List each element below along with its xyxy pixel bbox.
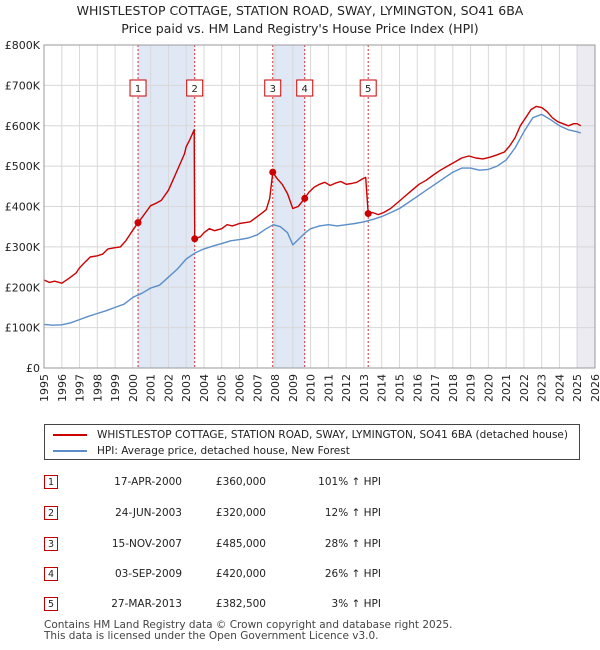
transaction-hpi-change: 101% ↑ HPI [318,476,381,488]
marker-label: 5 [365,84,371,95]
x-tick-label: 2021 [500,374,513,402]
chart-subtitle: Price paid vs. HM Land Registry's House … [121,21,479,36]
transaction-price: £420,000 [215,568,266,580]
chart-legend: WHISTLESTOP COTTAGE, STATION ROAD, SWAY,… [44,424,580,460]
sale-point [191,235,199,243]
marker-label: 3 [270,84,276,95]
transaction-date: 15-NOV-2007 [111,538,182,550]
transaction-date: 24-JUN-2003 [115,507,182,519]
footer-line-licence: This data is licensed under the Open Gov… [44,630,379,642]
transaction-date: 03-SEP-2009 [114,568,182,580]
table-row: 5 27-MAR-2013 £382,500 3% ↑ HPI [44,595,381,613]
x-tick-label: 2025 [571,374,584,402]
series-line-hpi [43,113,582,326]
transaction-price: £382,500 [215,598,266,610]
transaction-hpi-change: 28% ↑ HPI [324,538,381,550]
transaction-date: 17-APR-2000 [114,476,182,488]
x-tick-label: 2000 [127,374,140,402]
marker-label: 1 [135,84,141,95]
x-tick-label: 2015 [393,374,406,402]
transaction-number-badge: 4 [44,567,58,581]
footer-line-copyright: Contains HM Land Registry data © Crown c… [44,619,453,631]
transaction-price: £485,000 [215,538,266,550]
x-tick-label: 2004 [198,374,211,402]
marker-label-box [296,79,314,97]
x-tick-label: 2016 [411,374,424,402]
x-tick-label: 2017 [429,374,442,402]
footer-attribution: Contains HM Land Registry data © Crown c… [44,620,452,642]
transaction-hpi-change: 12% ↑ HPI [324,507,381,519]
legend-item-hpi: HPI: Average price, detached house, New … [53,443,350,459]
x-tick-label: 2012 [340,374,353,402]
marker-label: 4 [302,84,308,95]
table-row: 2 24-JUN-2003 £320,000 12% ↑ HPI [44,504,381,522]
x-tick-label: 2023 [536,374,549,402]
marker-label-box [186,79,204,97]
chart-title: WHISTLESTOP COTTAGE, STATION ROAD, SWAY,… [0,2,600,38]
x-tick-label: 1999 [109,374,122,402]
sale-point [134,219,142,227]
x-tick-label: 2011 [322,374,335,402]
x-tick-label: 2009 [287,374,300,402]
marker-label-box [129,79,147,97]
x-tick-label: 2022 [518,374,531,402]
sale-point [301,194,309,202]
y-tick-label: £400K [5,201,41,214]
table-row: 1 17-APR-2000 £360,000 101% ↑ HPI [44,473,381,491]
table-row: 4 03-SEP-2009 £420,000 26% ↑ HPI [44,565,381,583]
transaction-number-badge: 3 [44,537,58,551]
transaction-price: £320,000 [215,507,266,519]
x-tick-label: 2007 [251,374,264,402]
x-tick-label: 2020 [482,374,495,402]
x-tick-label: 2010 [305,374,318,402]
legend-red-label: WHISTLESTOP COTTAGE, STATION ROAD, SWAY,… [97,429,568,441]
transaction-hpi-change: 3% ↑ HPI [331,598,381,610]
marker-label-box [264,79,282,97]
y-tick-label: £600K [5,120,41,133]
y-tick-label: £800K [5,39,41,52]
x-tick-label: 2005 [216,374,229,402]
y-tick-label: £200K [5,281,41,294]
x-tick-label: 2019 [465,374,478,402]
legend-blue-label: HPI: Average price, detached house, New … [97,445,350,457]
x-tick-label: 2026 [589,374,600,402]
y-tick-label: £0 [26,362,40,375]
x-tick-label: 1995 [38,374,51,402]
sale-point [269,168,277,176]
x-tick-label: 2018 [447,374,460,402]
y-tick-label: £700K [5,79,41,92]
marker-label: 2 [192,84,198,95]
y-tick-label: £100K [5,322,41,335]
transaction-number-badge: 5 [44,597,58,611]
x-tick-label: 2014 [376,374,389,402]
transaction-price: £360,000 [215,476,266,488]
sale-point [364,210,372,218]
x-tick-label: 2008 [269,374,282,402]
x-tick-label: 2013 [358,374,371,402]
x-tick-label: 1997 [74,374,87,402]
transaction-number-badge: 2 [44,506,58,520]
plot-border [43,44,596,369]
legend-item-property: WHISTLESTOP COTTAGE, STATION ROAD, SWAY,… [53,427,568,443]
legend-blue-line [53,450,87,452]
x-tick-label: 2024 [553,374,566,402]
transaction-hpi-change: 26% ↑ HPI [324,568,381,580]
x-tick-label: 2001 [145,374,158,402]
transaction-date: 27-MAR-2013 [111,598,182,610]
legend-red-line [53,434,87,436]
x-tick-label: 2006 [234,374,247,402]
x-tick-label: 2003 [180,374,193,402]
chart-title-line: WHISTLESTOP COTTAGE, STATION ROAD, SWAY,… [76,3,524,18]
price-chart: £0 £100K £200K £300K £400K £500K £600K £700K £80… [5,39,600,402]
x-tick-label: 1996 [56,374,69,402]
transaction-number-badge: 1 [44,475,58,489]
y-tick-label: £500K [5,160,41,173]
x-tick-label: 2002 [162,374,175,402]
table-row: 3 15-NOV-2007 £485,000 28% ↑ HPI [44,535,381,553]
marker-label-box [359,79,377,97]
y-tick-label: £300K [5,241,41,254]
x-tick-label: 1998 [91,374,104,402]
